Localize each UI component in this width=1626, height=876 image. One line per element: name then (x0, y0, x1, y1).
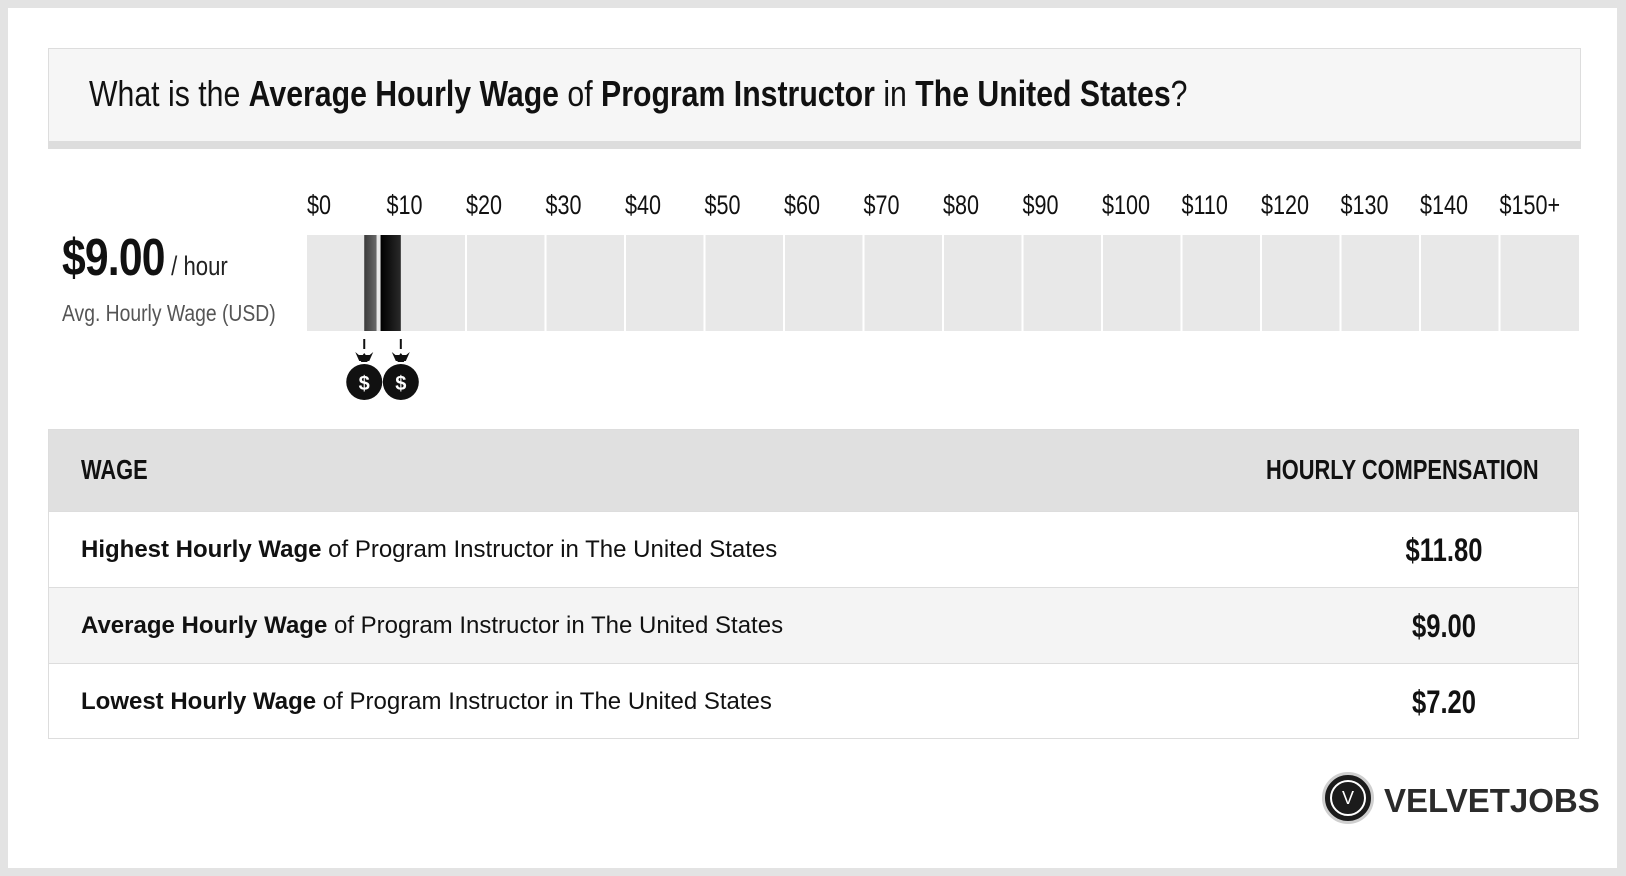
average-wage-number: $9.00 (62, 229, 165, 287)
x-tick-label: $100 (1102, 191, 1150, 221)
x-tick-label: $0 (307, 191, 331, 221)
bar-average-to-high (380, 235, 401, 331)
x-tick-label: $120 (1261, 191, 1309, 221)
row-value: $7.20 (1411, 684, 1477, 720)
dollar-sign: $ (359, 373, 370, 395)
x-tick-label: $130 (1341, 191, 1389, 221)
row-value: $11.80 (1405, 532, 1483, 568)
header-wage: WAGE (81, 454, 148, 485)
x-tick-label: $70 (864, 191, 900, 221)
bag-tie (391, 352, 410, 361)
x-tick-label: $90 (1023, 191, 1059, 221)
table-header: WAGE HOURLY COMPENSATION (49, 430, 1578, 511)
average-wage-unit: / hour (171, 251, 228, 281)
bag-body (382, 364, 419, 400)
x-tick-label: $20 (466, 191, 502, 221)
row-description: Average Hourly Wage of Program Instructo… (81, 612, 784, 639)
wage-table: WAGE HOURLY COMPENSATION Highest Hourly … (48, 429, 1579, 739)
bag-body (346, 364, 383, 400)
title-box: What is the Average Hourly Wage of Progr… (48, 48, 1581, 149)
x-tick-label: $140 (1420, 191, 1468, 221)
bar-low-to-average (364, 235, 377, 331)
x-tick-label: $50 (704, 191, 740, 221)
money-bag-icon: $ (382, 339, 419, 400)
row-value: $9.00 (1411, 608, 1477, 644)
x-tick-label: $30 (546, 191, 582, 221)
dollar-sign: $ (395, 373, 406, 395)
x-tick-label: $80 (943, 191, 979, 221)
bag-tie (355, 352, 374, 361)
table-row-highest: Highest Hourly Wage of Program Instructo… (49, 511, 1578, 587)
x-tick-label: $40 (625, 191, 661, 221)
row-description: Highest Hourly Wage of Program Instructo… (81, 536, 778, 563)
average-wage-value: $9.00/ hour (62, 228, 228, 288)
x-tick-label: $110 (1181, 191, 1227, 221)
logo-text: VELVETJOBS (1384, 782, 1600, 819)
x-tick-label: $150+ (1500, 191, 1561, 221)
table-row-lowest: Lowest Hourly Wage of Program Instructor… (49, 663, 1578, 739)
money-bag-icon: $ (346, 339, 383, 400)
row-description: Lowest Hourly Wage of Program Instructor… (81, 688, 772, 715)
table-row-average: Average Hourly Wage of Program Instructo… (49, 587, 1578, 663)
x-tick-label: $10 (387, 191, 423, 221)
x-tick-label: $60 (784, 191, 820, 221)
average-wage-label: Avg. Hourly Wage (USD) (62, 300, 276, 326)
header-hourly-compensation: HOURLY COMPENSATION (1266, 454, 1539, 485)
wage-range-chart: $0 $10 $20 $30 $40 $50 $60 $70 $80 $90 $100 $110 $12… (307, 191, 1579, 400)
logo-icon: V (1322, 772, 1374, 824)
page-title: What is the Average Hourly Wage of Progr… (89, 73, 1188, 114)
